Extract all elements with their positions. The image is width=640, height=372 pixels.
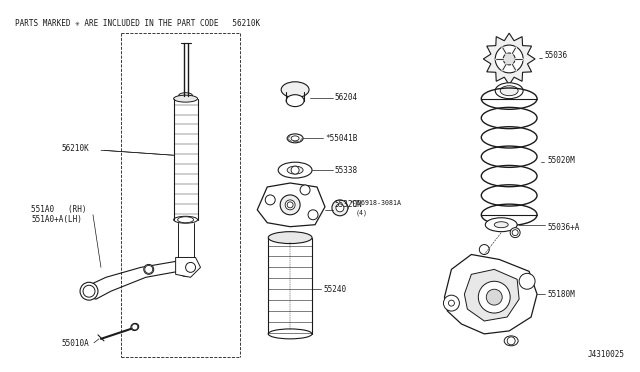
- Text: 56210K: 56210K: [61, 144, 89, 153]
- Circle shape: [444, 295, 460, 311]
- Ellipse shape: [500, 86, 518, 96]
- Circle shape: [83, 285, 95, 297]
- Polygon shape: [89, 262, 191, 299]
- Ellipse shape: [179, 93, 193, 99]
- Ellipse shape: [504, 336, 518, 346]
- Polygon shape: [465, 269, 519, 321]
- Circle shape: [265, 195, 275, 205]
- Circle shape: [291, 166, 299, 174]
- Circle shape: [503, 53, 515, 65]
- Polygon shape: [444, 254, 537, 334]
- Ellipse shape: [479, 244, 489, 254]
- Text: *ⓃD6918-3081A: *ⓃD6918-3081A: [350, 199, 402, 206]
- Ellipse shape: [144, 264, 154, 274]
- Polygon shape: [175, 257, 200, 277]
- Circle shape: [180, 262, 191, 272]
- Ellipse shape: [485, 218, 517, 232]
- Ellipse shape: [280, 195, 300, 215]
- Text: 55338: 55338: [335, 166, 358, 174]
- Ellipse shape: [178, 217, 193, 223]
- Ellipse shape: [268, 232, 312, 244]
- Circle shape: [186, 262, 196, 272]
- Text: 55180M: 55180M: [547, 290, 575, 299]
- Text: PARTS MARKED ✳ ARE INCLUDED IN THE PART CODE   56210K: PARTS MARKED ✳ ARE INCLUDED IN THE PART …: [15, 19, 260, 28]
- Ellipse shape: [494, 222, 508, 228]
- Text: 56204: 56204: [335, 93, 358, 102]
- Text: 55036+A: 55036+A: [547, 223, 579, 232]
- Circle shape: [495, 45, 523, 73]
- Ellipse shape: [287, 166, 303, 174]
- Ellipse shape: [286, 95, 304, 107]
- Ellipse shape: [281, 82, 309, 98]
- Text: 55036: 55036: [544, 51, 567, 61]
- Ellipse shape: [291, 136, 299, 141]
- Text: 55240: 55240: [323, 285, 346, 294]
- Text: 551A0+A(LH): 551A0+A(LH): [31, 215, 82, 224]
- Ellipse shape: [278, 162, 312, 178]
- Circle shape: [287, 202, 293, 208]
- Ellipse shape: [510, 228, 520, 238]
- Polygon shape: [257, 183, 325, 227]
- Circle shape: [308, 210, 318, 220]
- Circle shape: [478, 281, 510, 313]
- Circle shape: [132, 324, 138, 330]
- Ellipse shape: [173, 216, 198, 223]
- Text: J4310025: J4310025: [588, 350, 625, 359]
- Text: (4): (4): [356, 209, 368, 216]
- Ellipse shape: [285, 200, 295, 210]
- Circle shape: [332, 200, 348, 216]
- Ellipse shape: [287, 134, 303, 143]
- Text: 55020M: 55020M: [547, 156, 575, 165]
- Ellipse shape: [173, 95, 198, 102]
- Circle shape: [145, 265, 153, 273]
- Ellipse shape: [495, 83, 523, 99]
- Circle shape: [507, 337, 515, 345]
- Polygon shape: [483, 33, 535, 85]
- Circle shape: [512, 230, 518, 235]
- Circle shape: [336, 204, 344, 212]
- Ellipse shape: [80, 282, 98, 300]
- Circle shape: [449, 300, 454, 306]
- Circle shape: [486, 289, 502, 305]
- Ellipse shape: [268, 329, 312, 339]
- Ellipse shape: [131, 323, 139, 330]
- Text: 551A0   (RH): 551A0 (RH): [31, 205, 87, 214]
- Text: 55320N: 55320N: [335, 201, 363, 209]
- Ellipse shape: [177, 259, 195, 276]
- Text: *55041B: *55041B: [325, 134, 357, 143]
- Circle shape: [519, 273, 535, 289]
- Circle shape: [300, 185, 310, 195]
- Text: 55010A: 55010A: [61, 339, 89, 348]
